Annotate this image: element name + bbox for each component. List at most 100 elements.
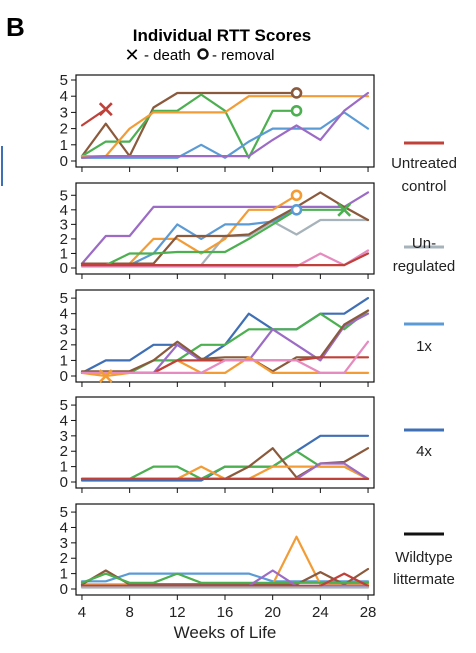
y-tick-label: 5	[60, 72, 68, 89]
panel-letter: B	[6, 12, 25, 42]
y-tick-label: 2	[60, 337, 68, 354]
plot-frame	[75, 74, 375, 168]
legend-label: Un-	[412, 235, 436, 252]
removal-symbol-icon	[197, 48, 209, 60]
x-tick-label: 8	[125, 604, 133, 621]
series-line-pink	[80, 249, 370, 268]
series-line-purple	[80, 91, 370, 159]
legend-label: 4x	[416, 443, 432, 460]
y-tick-label: 4	[60, 88, 68, 105]
x-tick-label: 24	[312, 604, 329, 621]
death-marker	[98, 369, 113, 383]
death-symbol-icon: ✕	[124, 45, 139, 65]
x-tick-label: 20	[264, 604, 281, 621]
series-line-orange	[80, 95, 370, 158]
death-marker	[98, 102, 113, 117]
series-line-lightblue	[80, 208, 298, 267]
series-line-orange	[80, 535, 370, 586]
legend-item: Wildtype littermate	[393, 532, 455, 588]
y-tick-label: 5	[60, 290, 68, 307]
y-tick-label: 0	[60, 474, 68, 491]
x-tick-label: 16	[217, 604, 234, 621]
removal-marker	[290, 189, 303, 202]
x-tick-label: 28	[360, 604, 377, 621]
series-line-lightblue	[80, 572, 370, 583]
series-line-brown	[80, 91, 298, 158]
x-tick-label: 4	[78, 604, 86, 621]
legend-item: Untreated control	[391, 141, 457, 195]
y-tick-label: 3	[60, 104, 68, 121]
x-tick-label: 12	[169, 604, 186, 621]
death-key-label: - death	[144, 47, 191, 64]
legend-item: 4x	[404, 428, 444, 460]
legend-label: littermate	[393, 571, 455, 588]
figure-header: Individual RTT Scores ✕ - death - remova…	[124, 26, 311, 65]
y-tick-label: 1	[60, 459, 68, 476]
series-line-pink	[80, 340, 370, 374]
y-tick-label: 5	[60, 504, 68, 521]
y-tick-label: 4	[60, 306, 68, 323]
y-tick-label: 0	[60, 153, 68, 170]
y-tick-label: 2	[60, 231, 68, 248]
removal-marker	[290, 104, 303, 117]
y-tick-label: 4	[60, 412, 68, 429]
y-tick-label: 3	[60, 216, 68, 233]
y-tick-label: 5	[60, 187, 68, 204]
y-tick-label: 3	[60, 321, 68, 338]
legend-item: 1x	[404, 322, 444, 355]
legend-label: Wildtype	[395, 549, 453, 566]
series-line-green	[80, 572, 370, 584]
y-tick-label: 0	[60, 368, 68, 385]
legend-label: Untreated	[391, 155, 457, 172]
y-tick-label: 3	[60, 535, 68, 552]
y-tick-label: 0	[60, 581, 68, 598]
series-line-lightblue	[80, 111, 370, 159]
removal-marker	[290, 87, 303, 99]
y-tick-label: 1	[60, 137, 68, 154]
series-line-gray	[80, 218, 370, 267]
y-tick-label: 0	[60, 260, 68, 277]
y-tick-label: 4	[60, 202, 68, 219]
series-line-brown	[80, 309, 370, 373]
plot-frame	[75, 396, 375, 489]
series-line-blue	[80, 434, 370, 482]
series-line-brown	[80, 191, 370, 265]
y-tick-label: 5	[60, 397, 68, 414]
series-line-brown	[80, 567, 370, 586]
legend-label: regulated	[393, 258, 456, 275]
series-line-green	[80, 93, 298, 159]
legend: Untreated control Un-regulated 1x 4x Wildtype…	[391, 141, 457, 588]
figure-title: Individual RTT Scores	[133, 26, 312, 45]
series-line-green	[80, 208, 346, 267]
y-tick-label: 2	[60, 121, 68, 138]
plot-frame	[75, 289, 375, 383]
removal-marker	[290, 204, 303, 216]
series-line-purple	[80, 191, 370, 265]
legend-label: 1x	[416, 338, 432, 355]
series-line-blue	[80, 297, 370, 374]
y-tick-label: 2	[60, 443, 68, 460]
removal-key-label: - removal	[212, 47, 275, 64]
y-tick-label: 3	[60, 428, 68, 445]
legend-label: control	[401, 178, 446, 195]
x-axis-label: Weeks of Life	[174, 623, 277, 642]
y-tick-label: 1	[60, 566, 68, 583]
series-line-green	[80, 309, 370, 374]
y-tick-label: 4	[60, 519, 68, 536]
y-tick-label: 2	[60, 550, 68, 567]
series-line-red	[80, 572, 370, 588]
legend-item: Un-regulated	[393, 235, 456, 275]
series-line-green	[80, 450, 370, 480]
series-line-orange	[80, 465, 370, 480]
y-tick-label: 1	[60, 352, 68, 369]
series-line-red	[80, 252, 370, 267]
death-marker	[337, 202, 352, 217]
y-tick-label: 1	[60, 245, 68, 262]
